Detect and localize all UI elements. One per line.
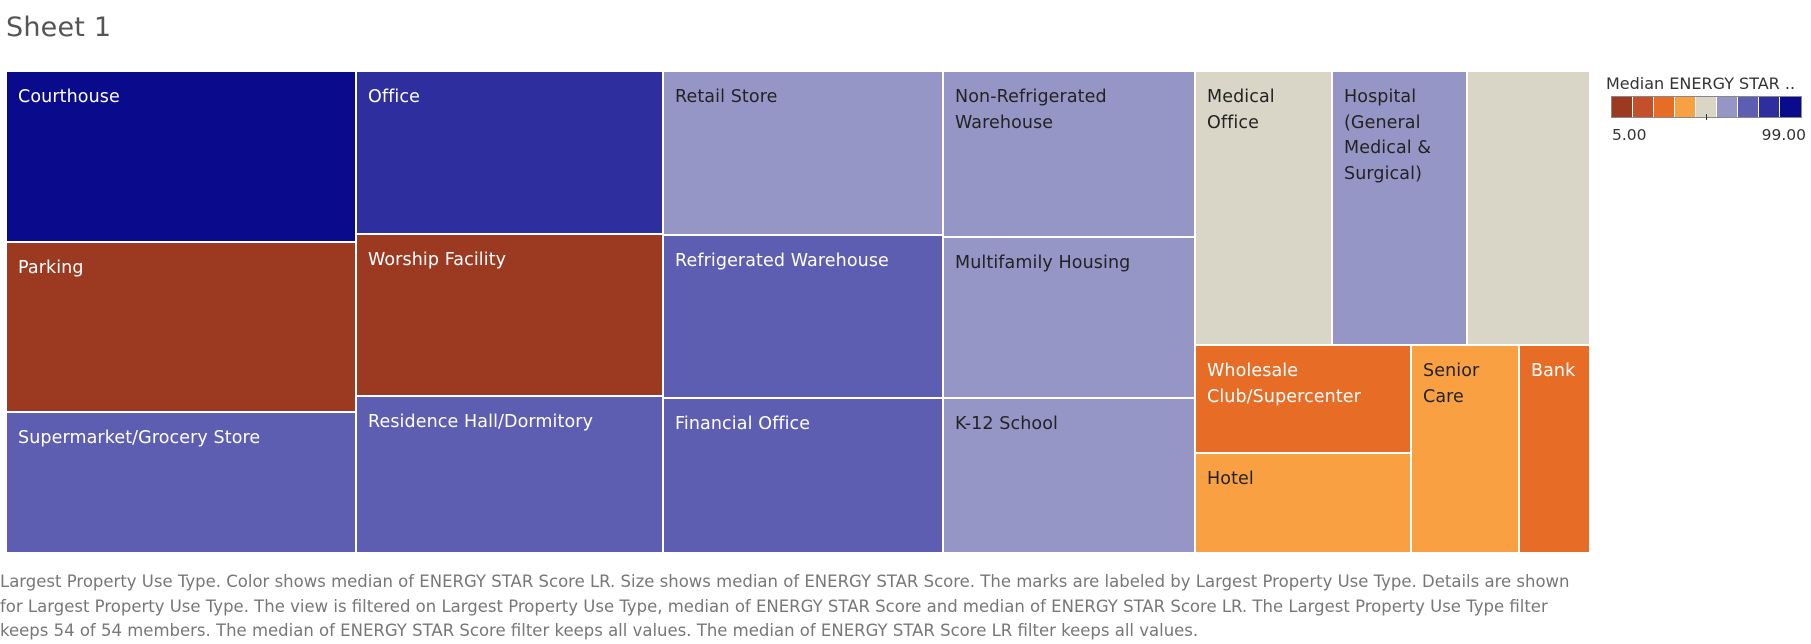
treemap-tile-label: Hospital (General Medical & Surgical) — [1344, 87, 1432, 184]
legend-swatch — [1633, 97, 1654, 117]
treemap-tile-label: Office — [368, 87, 420, 107]
treemap-tile-senior-care[interactable]: Senior Care — [1411, 345, 1519, 553]
legend-swatch — [1738, 97, 1759, 117]
legend-swatch — [1759, 97, 1780, 117]
treemap-tile-label: Bank — [1531, 361, 1576, 381]
treemap-tile-office[interactable]: Office — [356, 71, 663, 234]
legend-min-label: 5.00 — [1612, 126, 1647, 144]
treemap-tile-parking[interactable]: Parking — [6, 242, 356, 412]
treemap-tile-label: Refrigerated Warehouse — [675, 251, 889, 271]
treemap-tile-label: Hotel — [1207, 469, 1254, 489]
treemap-tile-retail-store[interactable]: Retail Store — [663, 71, 943, 235]
treemap-tile-supermarket-grocery-store[interactable]: Supermarket/Grocery Store — [6, 412, 356, 553]
treemap-tile-unlabeled[interactable] — [1467, 71, 1590, 345]
treemap-tile-label: Parking — [18, 258, 84, 278]
treemap-tile-residence-hall-dormitory[interactable]: Residence Hall/Dormitory — [356, 396, 663, 553]
treemap-tile-medical-office[interactable]: Medical Office — [1195, 71, 1332, 345]
treemap-tile-label: Non-Refrigerated Warehouse — [955, 87, 1107, 133]
treemap-tile-bank[interactable]: Bank — [1519, 345, 1590, 553]
legend-swatch — [1675, 97, 1696, 117]
legend-title: Median ENERGY STAR .. — [1606, 74, 1796, 93]
treemap-tile-label: Senior Care — [1423, 361, 1480, 407]
treemap-tile-hospital-general-medical-surgical[interactable]: Hospital (General Medical & Surgical) — [1332, 71, 1467, 345]
treemap-tile-wholesale-club-supercenter[interactable]: Wholesale Club/Supercenter — [1195, 345, 1411, 453]
treemap-chart: Courthouse Parking Supermarket/Grocery Sto… — [6, 71, 1590, 553]
treemap-tile-financial-office[interactable]: Financial Office — [663, 398, 943, 553]
treemap-tile-worship-facility[interactable]: Worship Facility — [356, 234, 663, 396]
legend-swatch — [1696, 97, 1717, 117]
legend-swatch — [1654, 97, 1675, 117]
legend-tick — [1706, 114, 1707, 120]
legend-color-ramp — [1611, 96, 1802, 118]
treemap-tile-hotel[interactable]: Hotel — [1195, 453, 1411, 553]
treemap-tile-label: Multifamily Housing — [955, 253, 1131, 273]
treemap-tile-label: Worship Facility — [368, 250, 507, 270]
treemap-tile-label: Retail Store — [675, 87, 778, 107]
treemap-tile-label: Courthouse — [18, 87, 120, 107]
legend-swatch — [1717, 97, 1738, 117]
treemap-tile-courthouse[interactable]: Courthouse — [6, 71, 356, 242]
legend-swatch — [1612, 97, 1633, 117]
treemap-tile-k-12-school[interactable]: K-12 School — [943, 398, 1195, 553]
treemap-tile-label: Financial Office — [675, 414, 811, 434]
legend-max-label: 99.00 — [1761, 126, 1806, 144]
chart-caption: Largest Property Use Type. Color shows m… — [0, 572, 1570, 640]
color-legend: Median ENERGY STAR .. 5.00 99.00 — [1606, 74, 1806, 154]
treemap-tile-multifamily-housing[interactable]: Multifamily Housing — [943, 237, 1195, 398]
treemap-tile-label: Medical Office — [1207, 87, 1275, 133]
treemap-tile-refrigerated-warehouse[interactable]: Refrigerated Warehouse — [663, 235, 943, 398]
treemap-tile-label: Residence Hall/Dormitory — [368, 412, 594, 432]
treemap-tile-label: K-12 School — [955, 414, 1058, 434]
legend-swatch — [1780, 97, 1801, 117]
treemap-tile-label: Wholesale Club/Supercenter — [1207, 361, 1361, 407]
sheet-title: Sheet 1 — [6, 12, 112, 43]
treemap-tile-non-refrigerated-warehouse[interactable]: Non-Refrigerated Warehouse — [943, 71, 1195, 237]
treemap-tile-label: Supermarket/Grocery Store — [18, 428, 261, 448]
